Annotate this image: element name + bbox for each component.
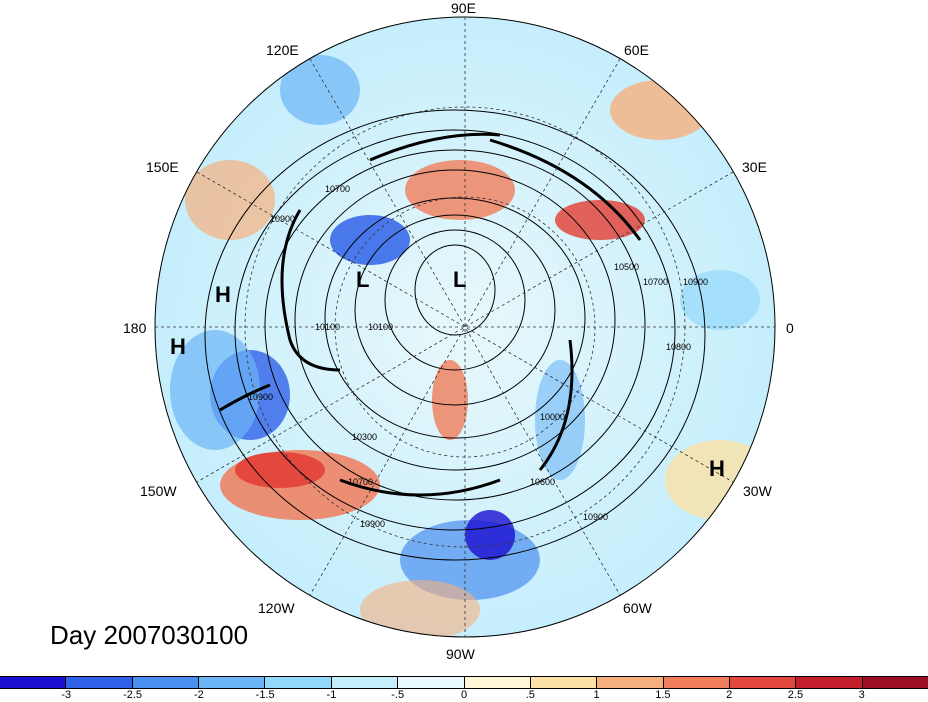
- graticule: [154, 16, 776, 638]
- colorbar-segment: [530, 677, 598, 688]
- high-pressure-label: H: [215, 282, 231, 307]
- contour-label: 10700: [325, 184, 350, 194]
- colorbar-segment: [729, 677, 797, 688]
- lon-label-180: 180: [123, 320, 147, 336]
- contour-label: 10900: [683, 277, 708, 287]
- colorbar-tick-label: -.5: [391, 689, 405, 701]
- lon-label-30w: 30W: [743, 483, 772, 499]
- colorbar-tick-label: 2: [726, 689, 733, 701]
- colorbar-tick-label: 1.5: [655, 689, 671, 701]
- colorbar-tick-label: -3: [61, 689, 72, 701]
- contour-label: 10900: [248, 392, 273, 402]
- polar-map: 10700 10900 10100 10100 10500 10700 1090…: [154, 16, 776, 638]
- high-pressure-label: H: [709, 456, 725, 481]
- colorbar-tick-label: .5: [525, 689, 535, 701]
- lon-label-90w: 90W: [446, 646, 475, 662]
- contour-label: 10300: [352, 432, 377, 442]
- lon-label-0: 0: [786, 320, 794, 336]
- lon-label-150e: 150E: [146, 159, 179, 175]
- colorbar-tick-label: -1.5: [255, 689, 275, 701]
- contour-label: 10900: [270, 214, 295, 224]
- contour-label-group: 10700 10900 10100 10100 10500 10700 1090…: [248, 184, 708, 529]
- colorbar-segment: [265, 677, 332, 688]
- colorbar-segment: [862, 677, 928, 688]
- colorbar-tick-label: 0: [460, 689, 468, 701]
- height-contours: [204, 109, 706, 561]
- colorbar-segment: [597, 677, 664, 688]
- low-pressure-label: L: [453, 267, 467, 292]
- contour-label: 10900: [583, 512, 608, 522]
- contour-label: 10600: [530, 477, 555, 487]
- lon-label-30e: 30E: [742, 159, 767, 175]
- colorbar-segment: [663, 677, 730, 688]
- contour-label: 10500: [614, 262, 639, 272]
- lon-label-120w: 120W: [258, 600, 295, 616]
- colorbar-segment: [199, 677, 266, 688]
- lon-label-120e: 120E: [266, 42, 299, 58]
- colorbar-tick-label: -2.5: [123, 689, 143, 701]
- high-pressure-label: H: [170, 334, 186, 359]
- colorbar-tick-label: 2.5: [787, 689, 804, 701]
- colorbar-segment: [796, 677, 863, 688]
- contour-label: 10900: [360, 519, 385, 529]
- contour-label: 10000: [540, 412, 565, 422]
- lon-label-90e: 90E: [451, 0, 476, 16]
- colorbar-segment: [66, 677, 133, 688]
- contour-label: 10100: [368, 322, 393, 332]
- contour-label: 10100: [315, 322, 340, 332]
- contour-label: 10800: [666, 342, 691, 352]
- lon-label-150w: 150W: [140, 483, 177, 499]
- colorbar: [0, 676, 928, 689]
- low-pressure-label: L: [356, 267, 370, 292]
- lon-label-60w: 60W: [623, 600, 652, 616]
- colorbar-segment: [464, 677, 531, 688]
- colorbar-segment: [398, 677, 465, 688]
- colorbar-segment: [0, 677, 67, 688]
- colorbar-segment: [132, 677, 200, 688]
- day-label: Day 2007030100: [50, 620, 249, 650]
- colorbar-tick-label: -2: [193, 689, 204, 701]
- colorbar-tick-label: 1: [593, 689, 600, 701]
- lon-label-60e: 60E: [624, 42, 649, 58]
- colorbar-tick-label: 3: [858, 689, 865, 701]
- colorbar-segment: [331, 677, 399, 688]
- colorbar-tick-label: -1: [326, 689, 337, 701]
- contour-label: 10700: [643, 277, 668, 287]
- contour-label: 10700: [348, 477, 373, 487]
